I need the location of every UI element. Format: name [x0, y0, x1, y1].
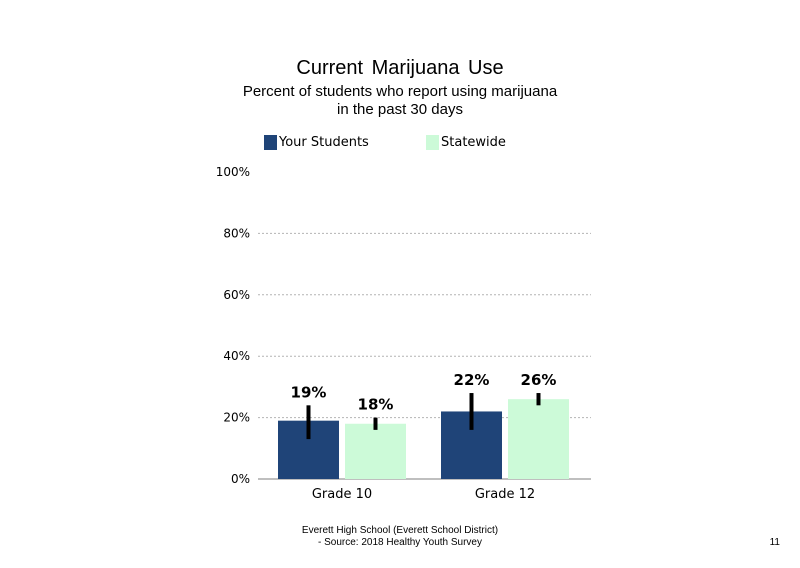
data-label-grade-10-your-students: 19% [291, 383, 327, 401]
legend-swatch-statewide [426, 134, 439, 150]
legend-swatch-your-students [264, 134, 277, 150]
page-number: 11 [769, 537, 780, 548]
data-label-grade-10-statewide: 18% [358, 396, 394, 414]
legend-item-statewide: Statewide [426, 133, 506, 151]
y-tick-label-0: 0% [231, 472, 250, 486]
x-tick-label-grade-12: Grade 12 [475, 487, 535, 502]
y-tick-label-100: 100% [216, 165, 250, 179]
footer-source: - Source: 2018 Healthy Youth Survey [318, 537, 482, 548]
bar-grade-10-statewide [345, 423, 406, 479]
x-tick-label-grade-10: Grade 10 [312, 487, 372, 502]
chart-subtitle-line-1: Percent of students who report using mar… [242, 83, 558, 100]
legend-item-your-students: Your Students [264, 133, 369, 151]
footer-school: Everett High School (Everett School Dist… [301, 525, 499, 536]
y-tick-label-40: 40% [223, 349, 250, 363]
data-label-grade-12-statewide: 26% [521, 371, 557, 389]
y-tick-label-80: 80% [223, 226, 250, 240]
y-tick-label-60: 60% [223, 288, 250, 302]
legend-label-statewide: Statewide [441, 134, 506, 150]
chart-subtitle-line-2: in the past 30 days [337, 101, 463, 118]
data-label-grade-12-your-students: 22% [454, 371, 490, 389]
legend-label-your-students: Your Students [279, 134, 369, 150]
y-tick-label-20: 20% [223, 411, 250, 425]
chart-title: Current Marijuana Use [296, 57, 504, 79]
bar-grade-12-statewide [508, 399, 569, 479]
